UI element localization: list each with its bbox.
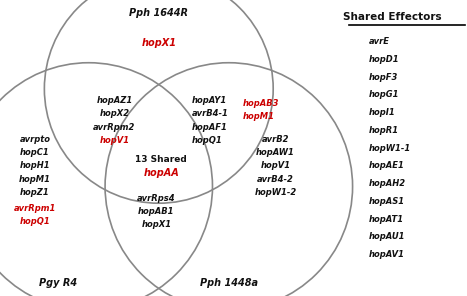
Text: hopQ1: hopQ1 bbox=[20, 218, 50, 226]
Text: hopR1: hopR1 bbox=[369, 126, 399, 135]
Text: hopAT1: hopAT1 bbox=[369, 215, 404, 223]
Text: avrB4-1: avrB4-1 bbox=[191, 110, 228, 118]
Text: hopG1: hopG1 bbox=[369, 90, 399, 99]
Text: hopW1-1: hopW1-1 bbox=[369, 144, 411, 152]
Text: hopM1: hopM1 bbox=[243, 112, 275, 121]
Text: hopAB3: hopAB3 bbox=[243, 99, 279, 108]
Text: Shared Effectors: Shared Effectors bbox=[343, 12, 442, 22]
Text: hopX2: hopX2 bbox=[99, 110, 129, 118]
Text: hopI1: hopI1 bbox=[369, 108, 396, 117]
Text: hopAS1: hopAS1 bbox=[369, 197, 405, 206]
Text: hopX1: hopX1 bbox=[142, 221, 171, 229]
Text: hopAZ1: hopAZ1 bbox=[96, 96, 133, 105]
Text: avrB4-2: avrB4-2 bbox=[257, 175, 294, 184]
Text: hopH1: hopH1 bbox=[20, 161, 50, 170]
Text: hopAY1: hopAY1 bbox=[191, 96, 226, 105]
Text: hopF3: hopF3 bbox=[369, 73, 398, 81]
Text: hopD1: hopD1 bbox=[369, 55, 400, 64]
Text: avrRps4: avrRps4 bbox=[137, 194, 176, 203]
Text: hopZ1: hopZ1 bbox=[20, 188, 50, 197]
Text: hopM1: hopM1 bbox=[19, 175, 51, 184]
Text: hopAA: hopAA bbox=[143, 168, 179, 178]
Text: hopAV1: hopAV1 bbox=[369, 250, 405, 259]
Text: Pph 1448a: Pph 1448a bbox=[200, 278, 258, 288]
Text: avrB2: avrB2 bbox=[262, 135, 289, 144]
Text: hopQ1: hopQ1 bbox=[191, 136, 222, 145]
Text: hopAE1: hopAE1 bbox=[369, 161, 405, 170]
Text: avrE: avrE bbox=[369, 37, 390, 46]
Text: hopAF1: hopAF1 bbox=[191, 123, 227, 132]
Text: hopAB1: hopAB1 bbox=[138, 207, 175, 216]
Text: hopX1: hopX1 bbox=[142, 38, 176, 48]
Text: hopAU1: hopAU1 bbox=[369, 232, 405, 241]
Text: Pgy R4: Pgy R4 bbox=[39, 278, 78, 288]
Text: hopAW1: hopAW1 bbox=[256, 148, 295, 157]
Text: avrRpm1: avrRpm1 bbox=[14, 204, 56, 213]
Text: hopV1: hopV1 bbox=[99, 136, 129, 145]
Text: hopC1: hopC1 bbox=[20, 148, 50, 157]
Text: 13 Shared: 13 Shared bbox=[135, 155, 187, 164]
Text: Pph 1644R: Pph 1644R bbox=[129, 8, 188, 18]
Text: hopV1: hopV1 bbox=[261, 161, 290, 170]
Text: avrRpm2: avrRpm2 bbox=[93, 123, 135, 132]
Text: avrpto: avrpto bbox=[20, 135, 50, 144]
Text: hopAH2: hopAH2 bbox=[369, 179, 406, 188]
Text: hopW1-2: hopW1-2 bbox=[255, 188, 297, 197]
